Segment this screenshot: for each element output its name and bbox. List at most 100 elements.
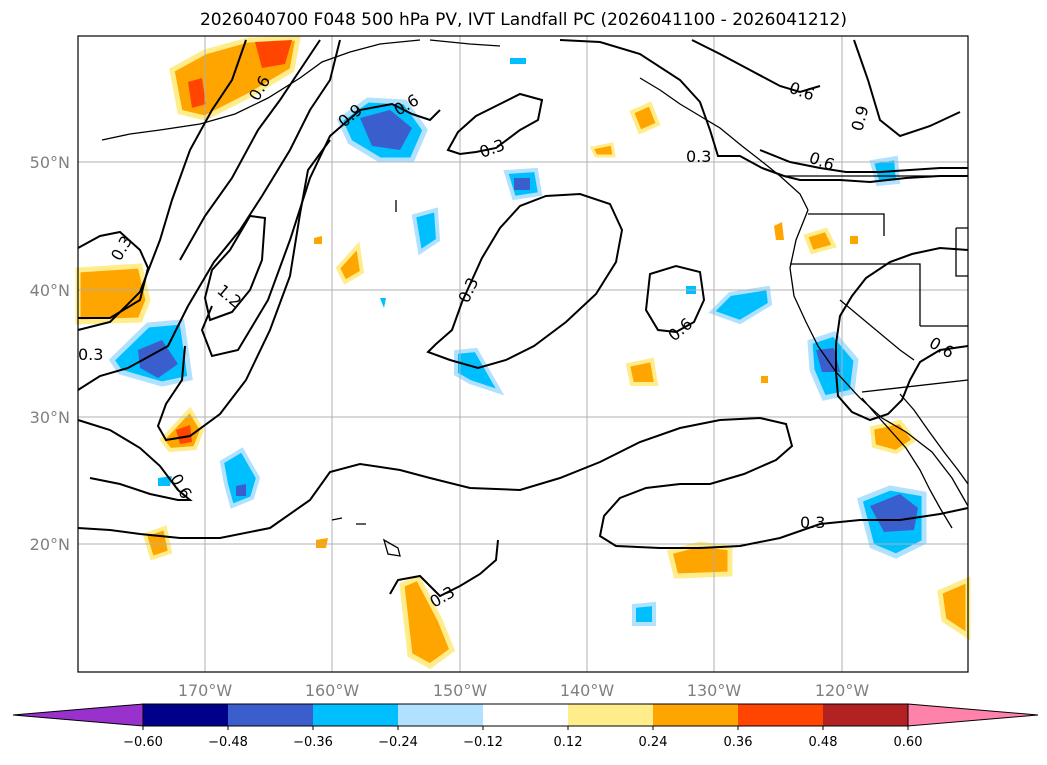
contour-label: 0.6 [787, 78, 817, 105]
anomaly-patch [774, 222, 784, 240]
colorbar-tick-label: −0.36 [293, 735, 333, 750]
pv-shading [75, 35, 971, 669]
contour-0-9-ne [853, 39, 961, 138]
colorbar-tick-label: 0.36 [724, 735, 753, 750]
baja-gulf [899, 393, 969, 485]
state-border [790, 263, 921, 326]
contour-1-2 [203, 214, 267, 322]
contour-0-6-center [644, 264, 706, 334]
coastlines [101, 39, 969, 557]
contour-label: 1.2 [213, 281, 245, 312]
alaska-coast [429, 39, 501, 47]
anomaly-patch [316, 538, 328, 548]
bc-coast [639, 77, 809, 211]
colorbar-segment [143, 704, 228, 726]
state-border [839, 299, 915, 361]
lon-label-140w: 140°W [560, 681, 615, 700]
colorbar-segment [398, 704, 483, 726]
contour-0-9b [200, 102, 413, 358]
contour-label: 0.3 [686, 147, 711, 166]
anomaly-patch [850, 236, 858, 244]
anomaly-patch [454, 347, 505, 396]
anomaly-patch [803, 227, 837, 255]
anomaly-patch [335, 241, 365, 285]
map-title: 2026040700 F048 500 hPa PV, IVT Landfall… [199, 10, 847, 30]
state-border [808, 213, 885, 236]
colorbar-tick-label: −0.48 [208, 735, 248, 750]
contour-label: 0.9 [848, 104, 873, 134]
colorbar-tick-label: −0.60 [123, 735, 163, 750]
anomaly-patch [314, 236, 322, 244]
anomaly-patch [176, 425, 192, 444]
anomaly-patch [411, 207, 441, 256]
anomaly-patch [870, 494, 918, 532]
contour-0-3-sub [77, 419, 193, 501]
colorbar-extend-max [907, 703, 1039, 727]
contour-0-3-coast [835, 246, 969, 422]
anomaly-patch [761, 376, 768, 383]
colorbar-segment [568, 704, 653, 726]
colorbar-segment [653, 704, 738, 726]
anomaly-patch [236, 484, 246, 496]
contour-label: 0.3 [477, 135, 507, 162]
contour-0-3-hawaii [389, 539, 499, 598]
contour-0-6c [411, 109, 441, 122]
anomaly-patch [708, 285, 773, 325]
contour-label: 0.3 [800, 513, 825, 532]
colorbar-segment [313, 704, 398, 726]
lon-label-130w: 130°W [687, 681, 742, 700]
anomaly-patch [188, 78, 206, 108]
lon-label-150w: 150°W [433, 681, 488, 700]
colorbar-segment [483, 704, 568, 726]
lat-label-40n: 40°N [30, 281, 70, 300]
anomaly-patch [255, 40, 292, 68]
graticule [78, 36, 968, 672]
anomaly-patch [666, 541, 733, 579]
colorbar-segment [738, 704, 823, 726]
colorbar-tick-label: −0.24 [378, 735, 418, 750]
contour-label: 0.3 [107, 232, 136, 264]
lon-label-120w: 120°W [815, 681, 870, 700]
anomaly-patch [380, 298, 386, 308]
colorbar-extend-min [12, 703, 144, 727]
mex-border [861, 379, 969, 393]
colorbar: −0.60 −0.48 −0.36 −0.24 −0.12 0.12 0.24 0.36 0.4… [12, 703, 1039, 750]
contour-0-6-ne [691, 39, 821, 94]
contour-label: 0.3 [78, 345, 103, 364]
map-frame [77, 35, 969, 673]
contour-label: 0.3 [454, 275, 482, 306]
contour-0-9 [179, 39, 321, 261]
contour-0-3-north [446, 92, 544, 156]
lat-label-30n: 30°N [30, 408, 70, 427]
lat-label-20n: 20°N [30, 535, 70, 554]
hawaii-island [331, 517, 401, 557]
anomaly-patch [514, 178, 530, 190]
alaska-coast [101, 39, 421, 141]
colorbar-tick-label: 0.12 [554, 735, 583, 750]
anomaly-patch [360, 110, 412, 150]
anomaly-patch [142, 525, 173, 561]
anomaly-patch [937, 576, 971, 641]
lon-label-170w: 170°W [178, 681, 233, 700]
contour-0-3-ne [559, 39, 968, 184]
anomaly-patch [589, 142, 616, 158]
anomaly-patch [869, 419, 917, 455]
contour-0-6b [156, 139, 331, 442]
anomaly-patch [625, 357, 659, 386]
contour-0-3-center [426, 192, 624, 370]
colorbar-segment [823, 704, 908, 726]
colorbar-tick-label: 0.60 [894, 735, 923, 750]
colorbar-segment [228, 704, 313, 726]
anomaly-patch [510, 58, 526, 64]
anomaly-patch [399, 574, 456, 669]
anomaly-patch [629, 101, 661, 135]
anomaly-patch [632, 601, 656, 626]
colorbar-tick-label: −0.12 [463, 735, 503, 750]
contour-0-3-west [77, 230, 150, 319]
anomaly-patch [219, 447, 261, 509]
contour-label: 0.6 [926, 333, 958, 362]
contour-0-3-south [77, 39, 341, 391]
anomaly-patch [138, 340, 178, 378]
pv-contours [77, 39, 969, 598]
